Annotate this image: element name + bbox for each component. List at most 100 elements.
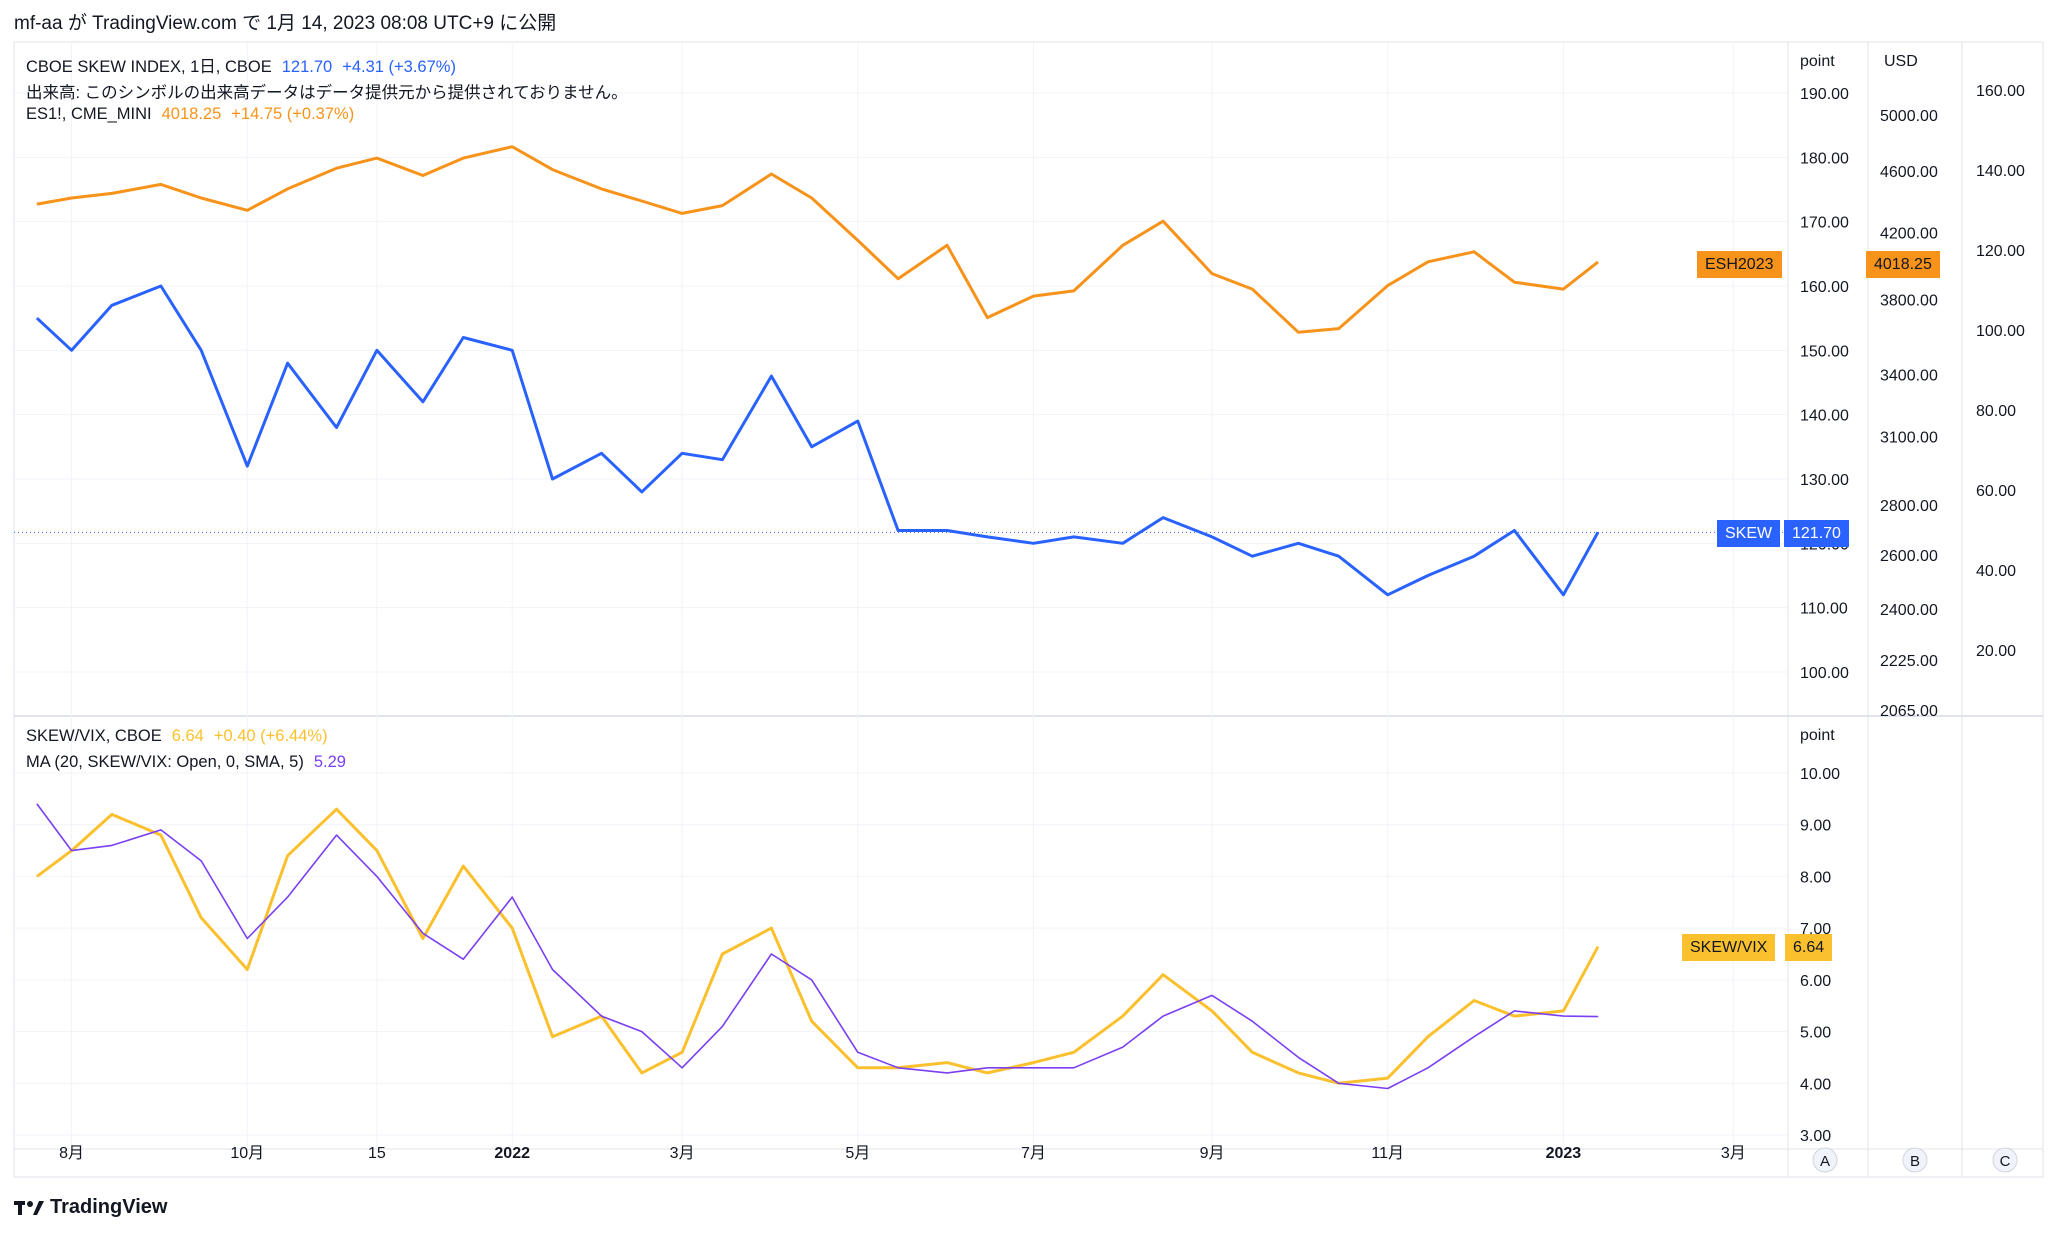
legend-es[interactable]: ES1!, CME_MINI 4018.25 +14.75 (+0.37%) — [26, 105, 364, 124]
es-series-point-0 — [36, 203, 38, 205]
ma-series-point-35 — [1562, 1015, 1564, 1017]
ma-series-point-4 — [200, 860, 202, 862]
ma-series-point-12 — [552, 969, 554, 971]
ratio-series-point-29 — [1297, 1072, 1299, 1074]
time-axis-tick-6: 7月 — [1021, 1145, 1046, 1162]
es-series-point-14 — [641, 200, 643, 202]
ratio-series-point-3 — [160, 834, 162, 836]
ratio-name-tag: SKEW/VIX — [1682, 934, 1776, 961]
skew-series-point-32 — [1427, 575, 1429, 576]
time-axis-tick-5: 5月 — [845, 1145, 870, 1162]
legend-ma[interactable]: MA (20, SKEW/VIX: Open, 0, SMA, 5) 5.29 — [26, 753, 356, 772]
bottom-axis-unit: point — [1800, 727, 1835, 744]
ratio-series-point-18 — [811, 1020, 813, 1022]
es-series-point-20 — [897, 278, 899, 280]
es-series-point-16 — [721, 205, 723, 207]
ratio-series-point-19 — [857, 1067, 859, 1069]
ma-series-point-20 — [897, 1067, 899, 1069]
top-axis-tick-8: 110.00 — [1800, 601, 1848, 618]
time-axis-tick-3: 2022 — [494, 1145, 530, 1162]
legend-skew[interactable]: CBOE SKEW INDEX, 1日, CBOE 121.70 +4.31 (+3… — [26, 53, 466, 77]
scale-button-B[interactable]: B — [1902, 1147, 1928, 1173]
skew-series-point-26 — [1162, 517, 1164, 519]
ratio-series-group — [36, 807, 1600, 1085]
grid-top-pane — [14, 42, 1788, 1147]
top-axis-tick-1: 180.00 — [1800, 150, 1849, 167]
es-series-point-29 — [1297, 331, 1299, 333]
ma-series-point-11 — [511, 896, 513, 898]
ratio-series-point-35 — [1562, 1010, 1564, 1012]
bottom-axis-tick-1: 9.00 — [1800, 818, 1831, 835]
usd-axis-tick-3: 3800.00 — [1880, 293, 1938, 310]
top-axis-unit: point — [1800, 53, 1835, 70]
ma-series-point-25 — [1122, 1046, 1124, 1048]
ratio-series-point-28 — [1251, 1051, 1253, 1053]
skew-series-point-10 — [462, 336, 464, 338]
ma-series-point-1 — [71, 850, 73, 852]
top-axis-tick-9: 100.00 — [1800, 665, 1849, 682]
es-series-point-12 — [552, 169, 554, 171]
skew-series-point-16 — [721, 459, 723, 461]
es-series-point-17 — [770, 173, 772, 175]
es-series-point-30 — [1338, 328, 1340, 330]
usd-axis-tick-1: 4600.00 — [1880, 164, 1938, 181]
es-series-point-34 — [1513, 281, 1515, 283]
es-name-tag: ESH2023 — [1697, 251, 1782, 278]
ratio-series-point-4 — [200, 917, 202, 919]
legend-volume: 出来高: このシンボルの出来高データはデータ提供元から提供されておりません。 — [26, 79, 638, 103]
es-series-point-31 — [1387, 285, 1389, 287]
es-series-point-22 — [986, 317, 988, 319]
skew-series-point-28 — [1251, 555, 1253, 557]
ratio-series-point-12 — [552, 1036, 554, 1038]
scale-button-A[interactable]: A — [1812, 1147, 1838, 1173]
ma-series-point-33 — [1473, 1036, 1475, 1038]
ma-series-point-21 — [946, 1072, 948, 1074]
top-axis-tick-4: 150.00 — [1800, 343, 1849, 360]
ratio-series-point-9 — [422, 937, 424, 939]
grid-bottom-pane — [14, 772, 1788, 1136]
skew-series-point-7 — [336, 427, 338, 429]
legend-skew-title: CBOE SKEW INDEX, 1日, CBOE — [26, 58, 272, 76]
ma-series-point-28 — [1251, 1020, 1253, 1022]
tradingview-logo-icon — [14, 1200, 44, 1215]
es-series-point-2 — [111, 192, 113, 194]
tradingview-logo[interactable]: TradingView — [14, 1196, 167, 1219]
ma-series-point-29 — [1297, 1056, 1299, 1058]
skew-series-point-9 — [422, 401, 424, 403]
ratio-value-tag: 6.64 — [1785, 934, 1833, 961]
scale-button-C[interactable]: C — [1992, 1147, 2018, 1173]
es-series-point-9 — [422, 175, 424, 177]
scale-button-B-bg — [1902, 1147, 1928, 1173]
ma-series-point-32 — [1427, 1067, 1429, 1069]
skew-series-point-33 — [1473, 555, 1475, 557]
time-axis-tick-8: 11月 — [1371, 1145, 1404, 1162]
es-series-point-15 — [681, 212, 683, 214]
ma-series-point-8 — [376, 875, 378, 877]
usd-axis-tick-0: 5000.00 — [1880, 108, 1938, 125]
bottom-axis-tick-7: 3.00 — [1800, 1128, 1831, 1145]
usd-axis-tick-2: 4200.00 — [1880, 225, 1938, 242]
ratio-series-point-27 — [1211, 1010, 1213, 1012]
ratio-series-point-10 — [462, 865, 464, 867]
skew-series-point-20 — [897, 529, 899, 531]
skew-series-point-1 — [71, 349, 73, 351]
es-series-group — [36, 145, 1599, 334]
skew-series-point-18 — [811, 446, 813, 448]
es-series-point-18 — [811, 197, 813, 199]
ratio-series-point-5 — [246, 969, 248, 971]
ma-series-point-16 — [721, 1025, 723, 1027]
skew-series-point-29 — [1297, 542, 1299, 544]
ratio-series-point-26 — [1162, 974, 1164, 976]
top-axis-tick-3: 160.00 — [1800, 279, 1849, 296]
es-series-point-27 — [1211, 273, 1213, 275]
skew-series-line — [35, 284, 1600, 597]
ratio-series-point-21 — [946, 1062, 948, 1064]
ma-series-point-5 — [246, 937, 248, 939]
es-series-point-23 — [1032, 295, 1034, 297]
chart-border — [13, 41, 2044, 1178]
skew-series-point-22 — [986, 536, 988, 538]
scale-button-A-label: A — [1820, 1153, 1830, 1170]
legend-ratio[interactable]: SKEW/VIX, CBOE 6.64 +0.40 (+6.44%) — [26, 727, 338, 746]
left-price-axis: point 190.00 180.00 170.00 160.00 150.00 140.0… — [1800, 53, 1849, 682]
usd-axis-tick-10: 2065.00 — [1880, 703, 1938, 720]
